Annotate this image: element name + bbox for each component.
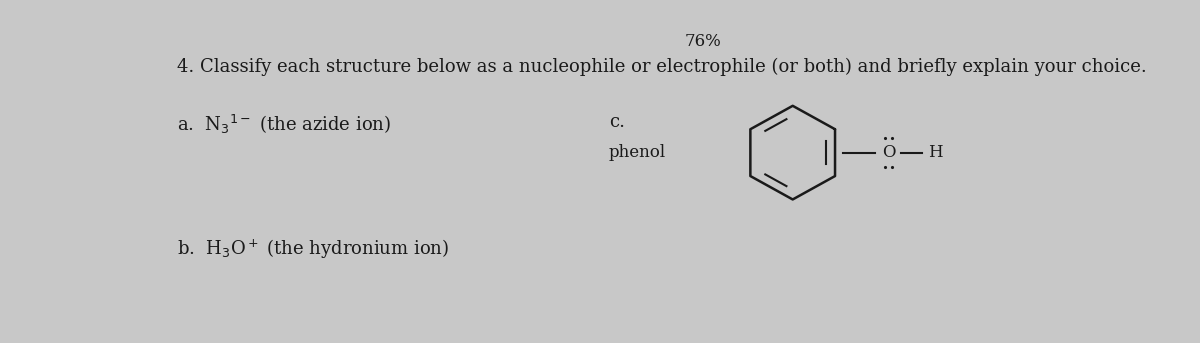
Text: 76%: 76% xyxy=(685,33,721,50)
Text: phenol: phenol xyxy=(608,144,666,161)
Text: a.  N$_3$$^{1-}$ (the azide ion): a. N$_3$$^{1-}$ (the azide ion) xyxy=(178,113,391,136)
Text: 4. Classify each structure below as a nucleophile or electrophile (or both) and : 4. Classify each structure below as a nu… xyxy=(178,58,1147,76)
Text: O: O xyxy=(882,144,895,161)
Text: b.  H$_3$O$^+$ (the hydronium ion): b. H$_3$O$^+$ (the hydronium ion) xyxy=(178,237,449,260)
Text: c.: c. xyxy=(610,113,625,131)
Text: H: H xyxy=(929,144,943,161)
